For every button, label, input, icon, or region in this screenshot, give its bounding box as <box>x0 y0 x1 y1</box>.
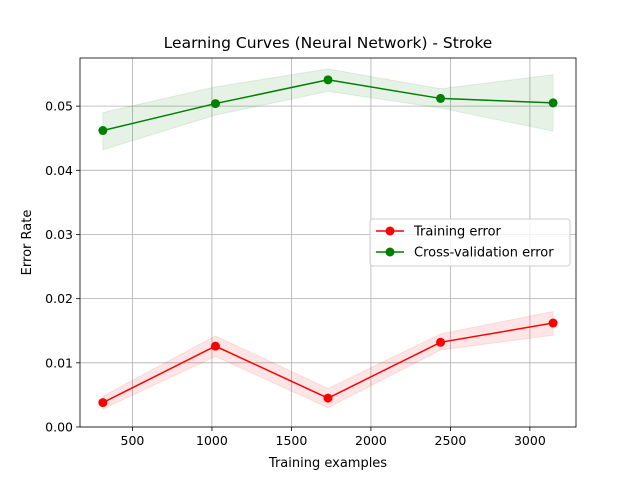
series-1-point <box>436 93 446 103</box>
series-0-point <box>98 398 108 408</box>
series-markers <box>98 75 558 408</box>
x-tick-label: 1000 <box>196 433 228 448</box>
x-tick-label: 1500 <box>276 433 308 448</box>
x-tick-label: 2000 <box>355 433 387 448</box>
x-tick-label: 3000 <box>514 433 546 448</box>
series-0-confidence-band <box>102 310 554 410</box>
legend-marker-swatch <box>385 226 395 236</box>
series-1-point <box>323 75 333 85</box>
series-1-point <box>210 99 220 109</box>
legend-label: Cross-validation error <box>414 246 554 261</box>
series-1-point <box>548 98 558 108</box>
x-tick-label: 2500 <box>435 433 467 448</box>
series-0-point <box>436 337 446 347</box>
confidence-bands <box>102 68 554 410</box>
plot-area-frame <box>79 57 577 428</box>
series-1-point <box>98 126 108 136</box>
series-0-point <box>548 318 558 328</box>
series-0-point <box>210 341 220 351</box>
y-tick-label: 0.01 <box>45 355 73 370</box>
y-tick-label: 0.04 <box>45 163 73 178</box>
x-axis-label: Training examples <box>268 456 387 471</box>
legend-box <box>369 218 571 267</box>
x-tick-label: 500 <box>121 433 145 448</box>
legend-marker-swatch <box>385 247 395 257</box>
legend-label: Training error <box>413 225 502 240</box>
y-tick-label: 0.03 <box>45 227 73 242</box>
y-tick-label: 0.05 <box>45 99 73 114</box>
axis-ticks: 500 1000 1500 2000 2500 3000 0.00 0.01 0.02 0.03 0… <box>45 99 546 448</box>
series-1-confidence-band <box>102 68 554 151</box>
y-tick-label: 0.02 <box>45 291 73 306</box>
legend: Training error Cross-validation error <box>369 218 571 267</box>
chart-title: Learning Curves (Neural Network) - Strok… <box>164 34 493 52</box>
y-axis-label: Error Rate <box>20 210 35 276</box>
y-tick-label: 0.00 <box>45 420 73 435</box>
series-0-point <box>323 393 333 403</box>
